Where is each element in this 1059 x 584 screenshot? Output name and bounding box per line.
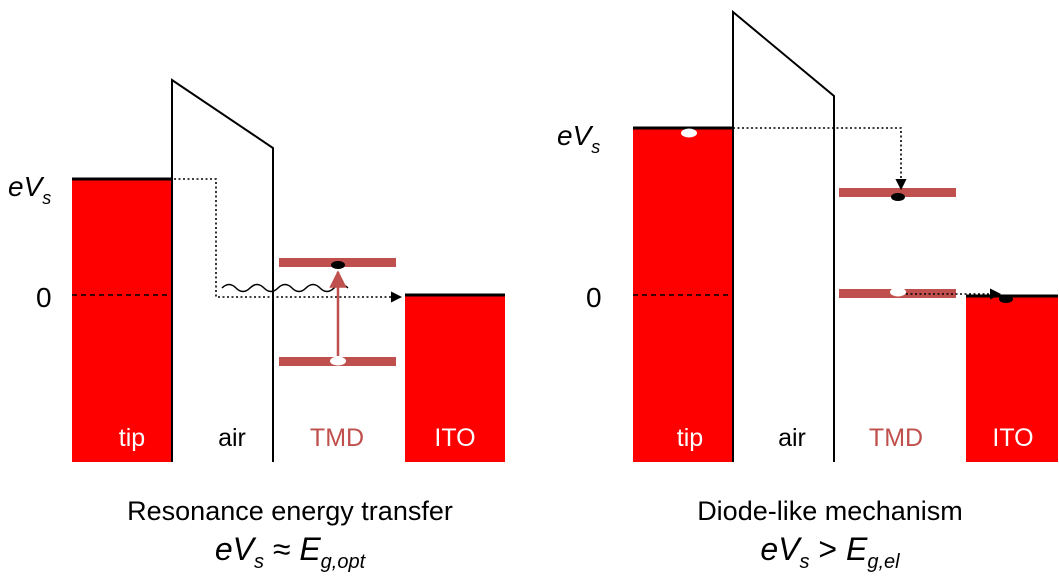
tip-label: tip: [677, 424, 703, 452]
panel-resonance: eVs 0 tip air TMD ITO: [8, 78, 505, 462]
tmd-label: TMD: [869, 424, 923, 452]
electron-ito: [999, 295, 1013, 303]
panel-diode: eVs 0 tip air TMD ITO: [557, 9, 1058, 462]
tip-label: tip: [119, 424, 145, 452]
caption-equation: eVs > Eg,el: [760, 531, 900, 573]
caption-title: Diode-like mechanism: [697, 496, 963, 526]
hole: [330, 356, 346, 366]
zero-label: 0: [586, 282, 602, 313]
air-barrier: [732, 9, 835, 462]
caption-title: Resonance energy transfer: [127, 496, 453, 526]
tunneling-path: [174, 178, 403, 303]
tip-metal-block: [72, 179, 172, 462]
ito-label: ITO: [992, 424, 1033, 452]
zero-label: 0: [36, 282, 52, 313]
energy-transfer-wave: [221, 283, 349, 293]
ito-block: [405, 295, 505, 462]
band-diagrams: eVs 0 tip air TMD ITO: [8, 9, 1058, 462]
air-label: air: [778, 424, 806, 452]
tmd-conduction-band: [839, 188, 956, 197]
ito-block: [966, 296, 1058, 462]
hole-tip: [681, 128, 697, 138]
ito-label: ITO: [434, 424, 475, 452]
air-label: air: [218, 424, 246, 452]
bias-label: eVs: [8, 171, 51, 208]
electron: [331, 261, 345, 269]
hole: [890, 287, 906, 297]
air-barrier: [171, 78, 274, 462]
electron-tunneling-path: [697, 127, 907, 191]
caption-diode: Diode-like mechanism eVs > Eg,el: [640, 496, 1020, 573]
bias-label: eVs: [557, 120, 600, 157]
tmd-label: TMD: [310, 424, 364, 452]
caption-equation: eVs ≈ Eg,opt: [214, 531, 366, 573]
caption-resonance: Resonance energy transfer eVs ≈ Eg,opt: [80, 496, 500, 573]
electron: [891, 193, 905, 201]
